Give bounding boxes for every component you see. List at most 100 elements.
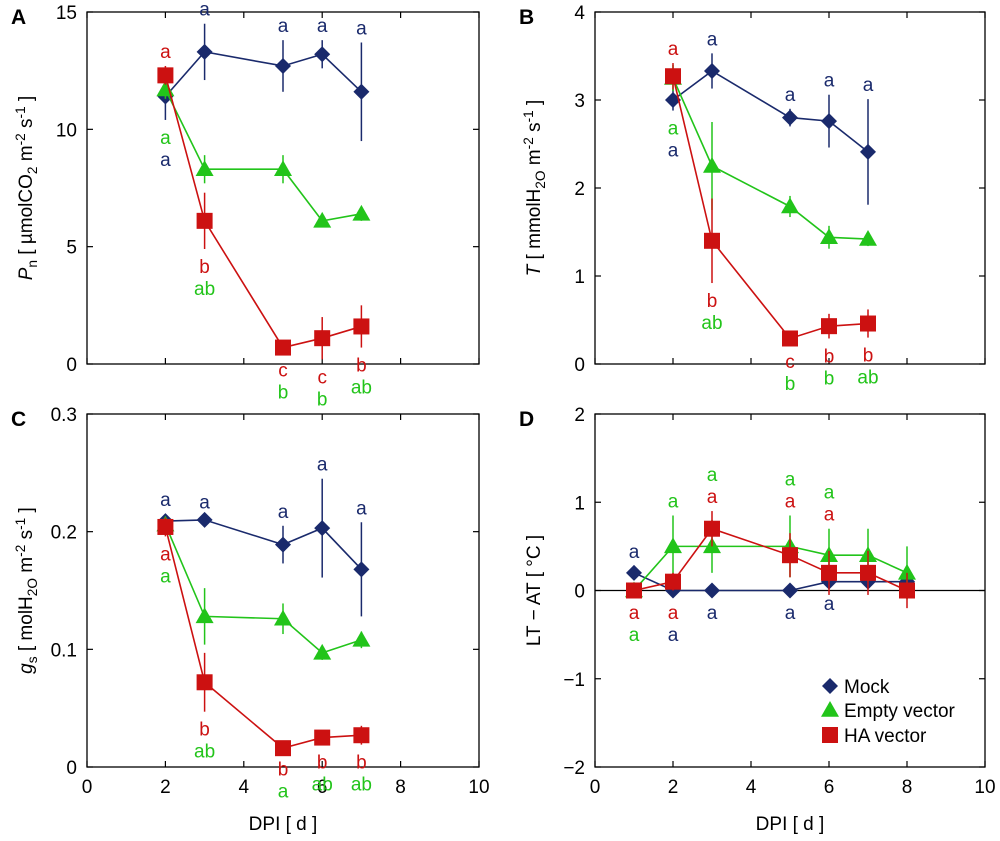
x-tick-label: 10 xyxy=(468,777,489,798)
y-tick-label: 0 xyxy=(574,355,585,376)
significance-letter: a xyxy=(317,455,328,476)
data-point xyxy=(313,211,332,228)
y-tick-label: 3 xyxy=(574,91,585,112)
data-point xyxy=(195,607,214,624)
x-tick-label: 2 xyxy=(160,777,171,798)
legend-marker-empty xyxy=(821,701,839,717)
significance-letter: b xyxy=(824,346,835,367)
data-point xyxy=(314,729,331,746)
data-point xyxy=(782,109,798,126)
legend-marker-ha xyxy=(822,727,838,743)
significance-letter: c xyxy=(317,367,327,388)
y-axis-label: Pn [ µmolCO2 m-2 s-1 ] xyxy=(13,96,40,281)
data-point xyxy=(704,582,720,599)
x-tick-label: 4 xyxy=(746,777,757,798)
significance-letter: a xyxy=(160,566,171,587)
significance-letter: b xyxy=(278,760,289,781)
significance-letter: a xyxy=(707,465,718,486)
data-point xyxy=(703,157,721,173)
significance-letter: ab xyxy=(351,775,372,796)
data-point xyxy=(626,582,642,599)
significance-letter: a xyxy=(668,141,679,162)
data-point xyxy=(313,643,332,660)
significance-letter: ab xyxy=(194,279,215,300)
significance-letter: a xyxy=(824,505,835,526)
significance-letter: a xyxy=(785,469,796,490)
significance-letter: b xyxy=(317,753,328,774)
series-mock xyxy=(157,23,370,142)
data-point xyxy=(860,315,876,332)
legend: Mock Empty vector HA vector xyxy=(821,677,956,747)
series-empty xyxy=(156,515,371,660)
plot-frame xyxy=(86,11,480,365)
chart-panel-c: C 0 2 4 6 8 10 0 0.1 0.2 0.3 gs [ molH2O m-2 s-1 ] D… xyxy=(11,405,490,835)
significance-letter: b xyxy=(317,389,328,410)
significance-letter: b xyxy=(356,753,367,774)
series-line-empty xyxy=(164,524,362,654)
x-axis-label: DPI [ d ] xyxy=(249,814,318,835)
significance-letter: a xyxy=(278,16,289,37)
significance-letter: a xyxy=(863,75,874,96)
series-ha xyxy=(157,517,370,757)
significance-letter: ab xyxy=(857,368,878,389)
data-point xyxy=(196,212,213,229)
significance-letter: ab xyxy=(351,378,372,399)
x-tick-label: 8 xyxy=(395,777,406,798)
x-tick-label: 10 xyxy=(974,777,995,798)
significance-letter: a xyxy=(668,491,679,512)
data-point xyxy=(704,232,720,249)
significance-letter: a xyxy=(629,542,640,563)
data-point xyxy=(782,330,798,347)
data-point xyxy=(782,547,798,564)
data-point xyxy=(665,68,681,85)
data-point xyxy=(314,520,331,537)
significance-letter: b xyxy=(356,356,367,377)
significance-letter: a xyxy=(278,502,289,523)
significance-letter: a xyxy=(317,16,328,37)
significance-letter: b xyxy=(707,291,718,312)
significance-letter: a xyxy=(199,0,210,21)
significance-letter: c xyxy=(785,352,795,373)
x-tick-label: 6 xyxy=(317,777,328,798)
y-tick-label: 0 xyxy=(574,582,585,603)
significance-letter: a xyxy=(160,42,171,63)
series-ha xyxy=(665,63,876,347)
significance-letter: a xyxy=(356,19,367,40)
y-tick-label: 0 xyxy=(66,355,77,376)
series-ha xyxy=(626,511,915,609)
data-point xyxy=(157,67,174,84)
data-point xyxy=(353,318,370,335)
y-tick-label: −1 xyxy=(563,670,585,691)
data-point xyxy=(196,674,213,691)
y-tick-label: 4 xyxy=(574,3,585,24)
data-point xyxy=(704,62,720,79)
x-tick-label: 2 xyxy=(668,777,679,798)
significance-letter: a xyxy=(160,150,171,171)
panel-letter: A xyxy=(11,6,26,29)
data-point xyxy=(275,339,291,356)
x-tick-label: 4 xyxy=(239,777,250,798)
data-point xyxy=(782,582,798,599)
significance-letter: b xyxy=(199,257,210,278)
legend-label: HA vector xyxy=(844,726,927,747)
significance-letter: b xyxy=(785,374,796,395)
data-point xyxy=(781,197,799,214)
panel-letter: C xyxy=(11,408,26,431)
plot-frame xyxy=(86,413,480,768)
data-point xyxy=(274,609,292,626)
y-tick-label: 2 xyxy=(574,179,585,200)
significance-letter: a xyxy=(160,544,171,565)
legend-marker-mock xyxy=(822,678,838,694)
significance-letter: a xyxy=(785,491,796,512)
legend-label: Empty vector xyxy=(844,701,956,722)
significance-letter: a xyxy=(356,498,367,519)
y-tick-label: 5 xyxy=(66,238,77,259)
significance-letter: a xyxy=(629,603,640,624)
data-point xyxy=(860,564,876,581)
data-point xyxy=(353,83,370,100)
y-tick-label: 10 xyxy=(56,120,77,141)
significance-letter: a xyxy=(707,603,718,624)
